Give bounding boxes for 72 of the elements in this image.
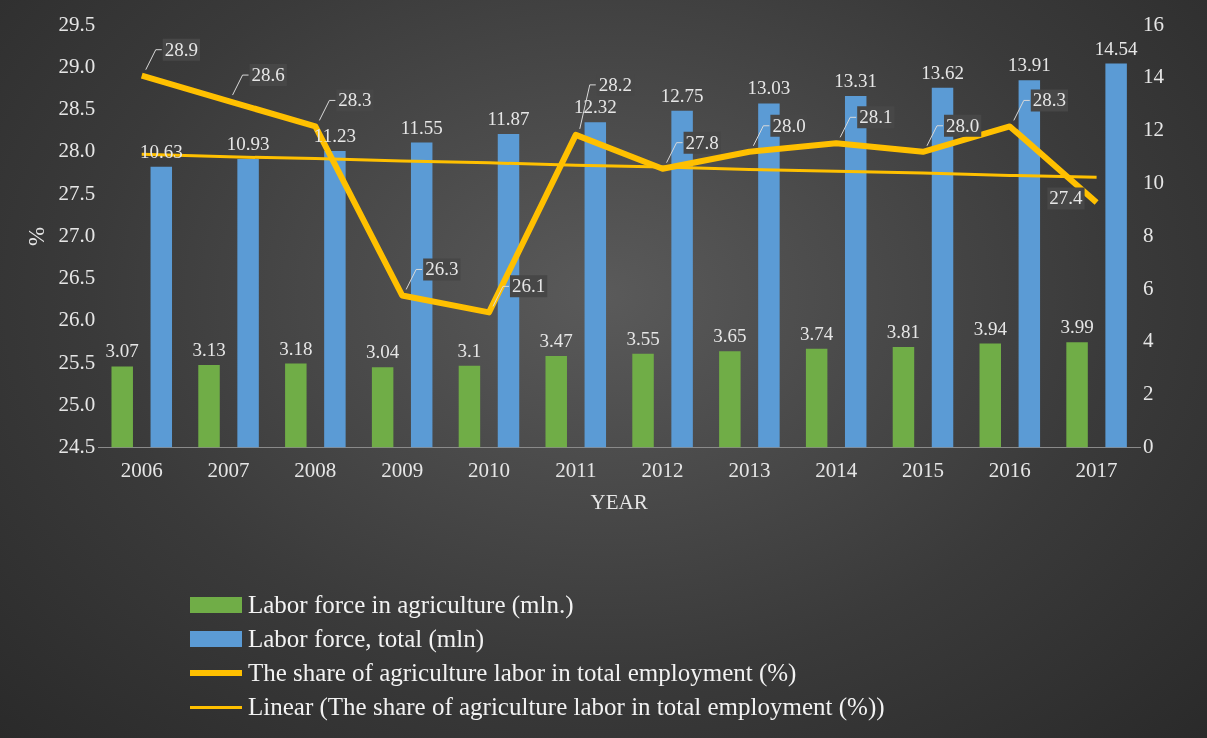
data-label: 12.75 [660, 84, 704, 106]
x-tick-label: 2006 [120, 457, 163, 482]
data-label: 11.87 [487, 108, 530, 130]
data-label: 3.13 [192, 338, 226, 360]
y2-tick-label: 0 [1143, 434, 1154, 459]
y-tick-label: 27.0 [58, 222, 96, 247]
y2-tick-label: 2 [1143, 381, 1154, 406]
x-tick-label: 2008 [294, 457, 337, 482]
y2-tick-label: 10 [1143, 169, 1164, 194]
data-label: 26.3 [425, 258, 459, 280]
y-tick-label: 25.5 [58, 349, 96, 374]
data-label: 13.31 [834, 70, 878, 92]
y2-tick-label: 14 [1143, 64, 1165, 89]
y-tick-label: 28.5 [58, 96, 96, 121]
data-label: 3.94 [973, 317, 1008, 339]
data-label: 3.99 [1060, 316, 1094, 338]
x-tick-label: 2011 [555, 457, 597, 482]
y2-tick-label: 12 [1143, 117, 1164, 142]
data-label: 3.81 [886, 320, 921, 342]
data-label: 3.47 [539, 329, 573, 351]
y2-tick-label: 6 [1143, 275, 1154, 300]
data-label: 27.4 [1049, 187, 1084, 209]
y2-tick-label: 4 [1143, 328, 1154, 353]
y-tick-label: 28.0 [58, 138, 96, 163]
x-tick-label: 2017 [1075, 457, 1118, 482]
y-tick-label: 26.0 [58, 307, 96, 332]
x-axis-title: YEAR [590, 489, 648, 514]
legend-label: The share of agriculture labor in total employment (%) [248, 658, 797, 689]
data-label: 26.1 [511, 275, 546, 297]
x-tick-label: 2012 [641, 457, 684, 482]
data-label: 3.04 [366, 341, 400, 363]
y-tick-label: 24.5 [58, 434, 96, 459]
x-tick-label: 2013 [728, 457, 771, 482]
x-tick-label: 2014 [815, 457, 858, 482]
data-label: 13.62 [921, 61, 964, 83]
data-label: 3.65 [713, 325, 747, 347]
y-tick-label: 26.5 [58, 265, 96, 290]
data-label: 3.74 [800, 322, 834, 344]
data-label: 28.1 [859, 106, 893, 128]
data-label: 12.32 [573, 96, 617, 118]
y2-tick-label: 8 [1143, 222, 1154, 247]
data-label: 13.91 [1007, 54, 1051, 76]
data-label: 28.2 [598, 73, 633, 95]
x-tick-label: 2016 [988, 457, 1031, 482]
data-label: 3.55 [626, 327, 660, 349]
data-label: 28.3 [338, 89, 372, 111]
data-label: 28.6 [251, 64, 285, 86]
x-tick-label: 2015 [901, 457, 944, 482]
y2-tick-label: 16 [1143, 11, 1164, 36]
data-label: 3.18 [279, 337, 313, 359]
data-label: 3.07 [105, 340, 139, 362]
data-label: 28.9 [164, 38, 198, 60]
y-tick-label: 29.5 [58, 11, 96, 36]
x-tick-label: 2007 [207, 457, 250, 482]
legend-label: Linear (The share of agriculture labor in total employment (%)) [248, 692, 885, 723]
data-label: 28.0 [945, 114, 980, 136]
data-label: 11.55 [400, 116, 443, 138]
y-tick-label: 27.5 [58, 180, 96, 205]
legend-label: Labor force in agriculture (mln.) [248, 590, 574, 621]
y-axis-title: % [23, 226, 49, 246]
data-label: 10.93 [226, 132, 270, 154]
data-label: 3.1 [457, 339, 482, 361]
data-label: 13.03 [747, 77, 791, 99]
y-tick-label: 29.0 [58, 53, 96, 78]
data-label: 14.54 [1094, 37, 1138, 59]
y-tick-label: 25.0 [58, 391, 96, 416]
legend-label: Labor force, total (mln) [248, 624, 485, 655]
x-tick-label: 2009 [381, 457, 424, 482]
data-label: 28.0 [772, 114, 806, 136]
x-tick-label: 2010 [467, 457, 510, 482]
data-label: 27.8 [685, 131, 719, 153]
data-label: 28.3 [1032, 89, 1067, 111]
